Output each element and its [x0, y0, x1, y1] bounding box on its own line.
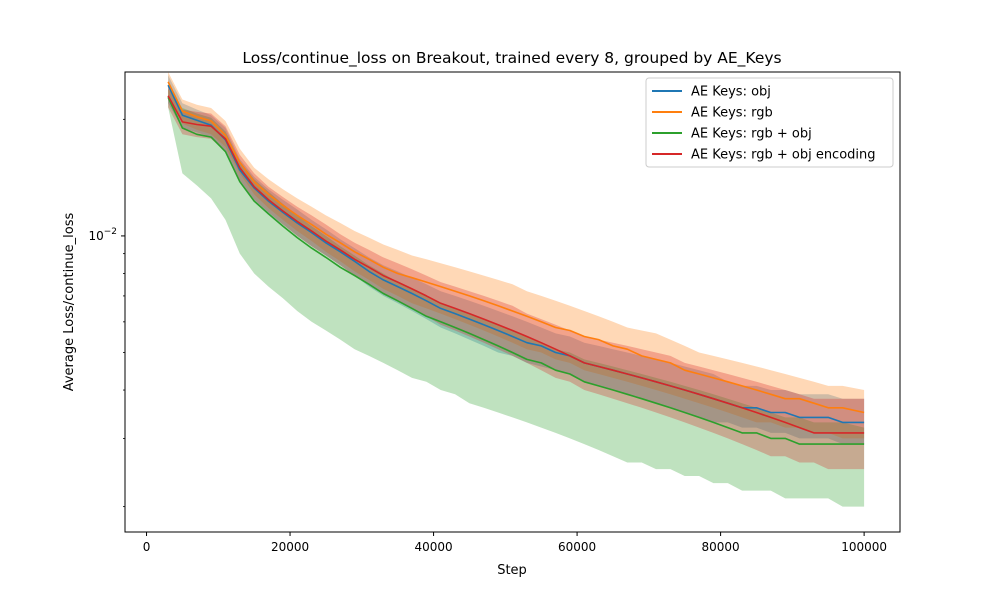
band-ae-keys-rgb-obj — [168, 88, 865, 507]
legend-label: AE Keys: rgb + obj encoding — [691, 148, 876, 163]
chart-title: Loss/continue_loss on Breakout, trained … — [242, 49, 781, 68]
legend-label: AE Keys: rgb + obj — [691, 127, 812, 142]
band-ae-keys-rgb-obj-encoding — [168, 85, 865, 470]
x-tick-label: 40000 — [414, 540, 452, 554]
x-tick-label: 20000 — [271, 540, 309, 554]
band-ae-keys-rgb — [168, 72, 865, 439]
line-ae-keys-rgb — [167, 81, 865, 414]
legend-label: AE Keys: rgb — [691, 106, 773, 121]
y-tick-label: 10−2 — [88, 227, 117, 243]
line-ae-keys-rgb-obj-encoding — [167, 95, 865, 434]
band-ae-keys-obj — [168, 75, 865, 445]
x-axis-ticks: 0 20000 40000 60000 80000 100000 — [143, 532, 887, 554]
x-tick-label: 100000 — [841, 540, 887, 554]
line-ae-keys-rgb-obj — [167, 96, 865, 445]
legend: AE Keys: obj AE Keys: rgb AE Keys: rgb + o… — [645, 77, 894, 168]
legend-box — [645, 77, 894, 168]
y-axis-label: Average Loss/continue_loss — [62, 212, 77, 391]
y-axis-ticks: 10−2 — [88, 118, 125, 508]
series-lines — [167, 81, 865, 445]
confidence-bands — [168, 72, 865, 507]
legend-label: AE Keys: obj — [691, 85, 771, 100]
x-tick-label: 60000 — [558, 540, 596, 554]
x-axis-label: Step — [497, 563, 527, 578]
x-tick-label: 0 — [143, 540, 151, 554]
plot-frame — [124, 71, 901, 533]
x-tick-label: 80000 — [702, 540, 740, 554]
